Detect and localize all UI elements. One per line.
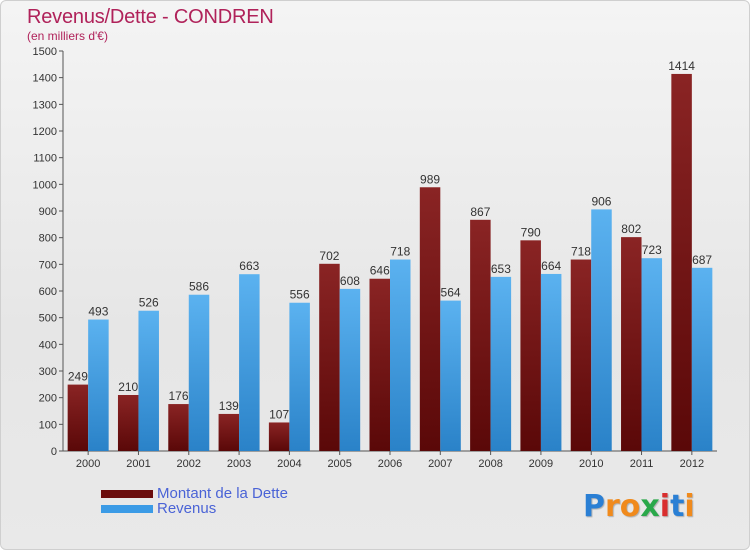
debt-bar xyxy=(319,263,340,451)
debt-bar-label: 1414 xyxy=(668,59,695,73)
y-tick-label: 1400 xyxy=(33,73,57,85)
revenue-bar xyxy=(540,273,562,451)
x-tick-label: 2004 xyxy=(277,458,301,470)
debt-bar-label: 802 xyxy=(621,222,641,236)
chart-subtitle: (en milliers d'€) xyxy=(27,29,108,43)
revenue-bar-label: 608 xyxy=(340,274,360,288)
data-labels: 2494932105261765861396631075567026086467… xyxy=(68,59,713,422)
revenue-bar xyxy=(641,258,663,451)
revenue-bar-label: 586 xyxy=(189,280,209,294)
logo-letter: t xyxy=(670,489,685,524)
revenue-bar xyxy=(440,300,461,451)
revenue-bar-label: 906 xyxy=(591,194,611,208)
debt-bar xyxy=(671,73,692,451)
bars xyxy=(67,73,713,451)
debt-bar-label: 139 xyxy=(219,399,239,413)
y-tick-label: 400 xyxy=(39,339,57,351)
debt-bar xyxy=(369,278,390,451)
debt-bar xyxy=(419,187,441,451)
revenue-bar xyxy=(390,259,411,451)
y-tick-label: 700 xyxy=(39,259,57,271)
revenue-bar xyxy=(591,209,612,451)
debt-bar-label: 646 xyxy=(370,264,390,278)
revenue-bar xyxy=(138,310,159,451)
revenue-bar-label: 556 xyxy=(290,288,310,302)
y-tick-label: 1500 xyxy=(33,46,57,58)
debt-bar-label: 210 xyxy=(118,380,138,394)
revenue-bar-label: 564 xyxy=(441,286,461,300)
revenue-bar-label: 687 xyxy=(692,253,712,267)
debt-bar xyxy=(218,413,240,451)
revenue-bar-label: 663 xyxy=(239,259,259,273)
logo-letter: i xyxy=(684,489,695,524)
logo-letter: P xyxy=(583,489,605,524)
x-tick-label: 2008 xyxy=(478,458,502,470)
debt-bar xyxy=(621,237,642,451)
y-tick-label: 500 xyxy=(39,313,57,325)
legend-label-debt: Montant de la Dette xyxy=(157,485,288,502)
logo-letter: o xyxy=(619,489,641,524)
debt-bar-label: 867 xyxy=(470,205,490,219)
debt-bar-label: 989 xyxy=(420,172,440,186)
y-tick-label: 1100 xyxy=(33,153,57,165)
x-tick-label: 2012 xyxy=(680,458,704,470)
x-tick-label: 2006 xyxy=(378,458,402,470)
revenue-bar-label: 526 xyxy=(139,296,159,310)
revenue-bar xyxy=(490,276,512,451)
revenue-bar xyxy=(239,274,260,451)
x-tick-label: 2003 xyxy=(227,458,251,470)
revenue-bar-label: 493 xyxy=(88,305,108,319)
debt-bar xyxy=(168,404,189,451)
debt-bar xyxy=(520,240,541,451)
y-tick-label: 300 xyxy=(39,366,57,378)
x-tick-label: 2002 xyxy=(177,458,201,470)
revenue-bar xyxy=(289,302,310,451)
y-tick-label: 1300 xyxy=(33,99,57,111)
x-tick-label: 2011 xyxy=(630,458,654,470)
legend-swatch-revenue xyxy=(101,505,153,513)
y-tick-label: 1200 xyxy=(33,126,57,138)
debt-bar xyxy=(67,384,89,451)
debt-bar-label: 718 xyxy=(571,245,591,259)
debt-bar xyxy=(570,259,592,451)
logo-letter: r xyxy=(605,489,620,524)
x-tick-label: 2007 xyxy=(428,458,452,470)
revenue-bar-label: 653 xyxy=(491,262,511,276)
logo-letter: i xyxy=(659,489,671,524)
legend-label-revenue: Revenus xyxy=(157,500,217,517)
debt-bar-label: 702 xyxy=(319,249,339,263)
debt-bar-label: 107 xyxy=(269,407,289,421)
proxiti-logo: Proxiti xyxy=(583,489,695,524)
revenue-bar xyxy=(188,294,210,451)
y-tick-label: 200 xyxy=(39,393,57,405)
x-tick-label: 2010 xyxy=(579,458,603,470)
x-tick-label: 2009 xyxy=(529,458,553,470)
revenue-bar xyxy=(691,267,713,451)
x-tick-label: 2001 xyxy=(126,458,150,470)
revenue-bar xyxy=(339,288,361,451)
debt-bar xyxy=(117,395,139,451)
chart-title: Revenus/Dette - CONDREN xyxy=(27,6,274,28)
y-tick-label: 800 xyxy=(39,233,57,245)
x-tick-label: 2000 xyxy=(76,458,100,470)
y-tick-label: 900 xyxy=(39,206,57,218)
debt-bar-label: 176 xyxy=(169,389,189,403)
y-tick-label: 100 xyxy=(39,419,57,431)
revenue-bar-label: 718 xyxy=(390,245,410,259)
debt-bar xyxy=(268,422,290,451)
x-tick-label: 2005 xyxy=(327,458,351,470)
revenue-bar-label: 723 xyxy=(642,243,662,257)
revenue-bar-label: 664 xyxy=(541,259,561,273)
legend-swatch-debt xyxy=(101,490,153,498)
logo-letter: x xyxy=(640,489,660,524)
debt-bar xyxy=(470,219,491,451)
revenue-bar xyxy=(88,319,109,451)
y-tick-label: 1000 xyxy=(33,179,57,191)
y-tick-label: 0 xyxy=(51,446,57,458)
debt-bar-label: 790 xyxy=(521,225,541,239)
debt-bar-label: 249 xyxy=(68,370,88,384)
y-tick-label: 600 xyxy=(39,286,57,298)
